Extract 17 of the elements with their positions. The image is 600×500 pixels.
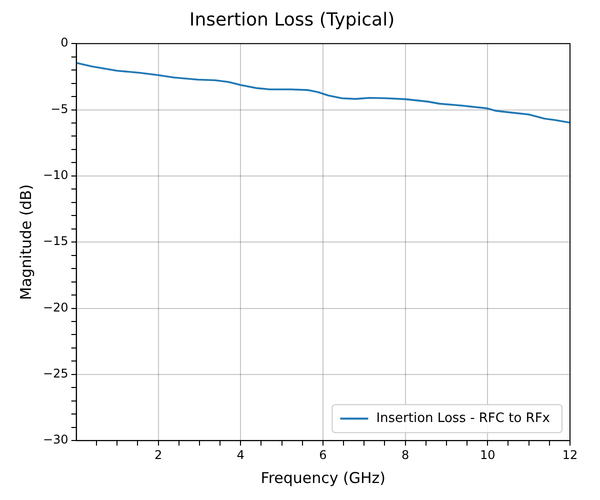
x-axis-title: Frequency (GHz)	[260, 468, 386, 487]
chart-title: Insertion Loss (Typical)	[189, 9, 395, 30]
y-tick-label: −25	[42, 366, 68, 381]
y-tick-label: −30	[42, 432, 68, 447]
y-tick-label: −20	[42, 300, 68, 314]
x-tick-label: 10	[480, 448, 496, 462]
x-tick-label: 2	[154, 448, 162, 462]
y-axis-title: Magnitude (dB)	[16, 184, 35, 300]
y-tick-label: −10	[42, 168, 68, 182]
x-tick-label: 6	[319, 448, 327, 462]
y-tick-label: −15	[42, 234, 68, 248]
y-tick-label: 0	[60, 36, 68, 50]
x-tick-label: 8	[401, 448, 410, 462]
x-tick-label: 4	[236, 448, 244, 462]
y-tick-label: −5	[50, 102, 68, 116]
legend-label: Insertion Loss - RFC to RFx	[376, 410, 550, 426]
x-tick-label: 12	[562, 448, 578, 462]
